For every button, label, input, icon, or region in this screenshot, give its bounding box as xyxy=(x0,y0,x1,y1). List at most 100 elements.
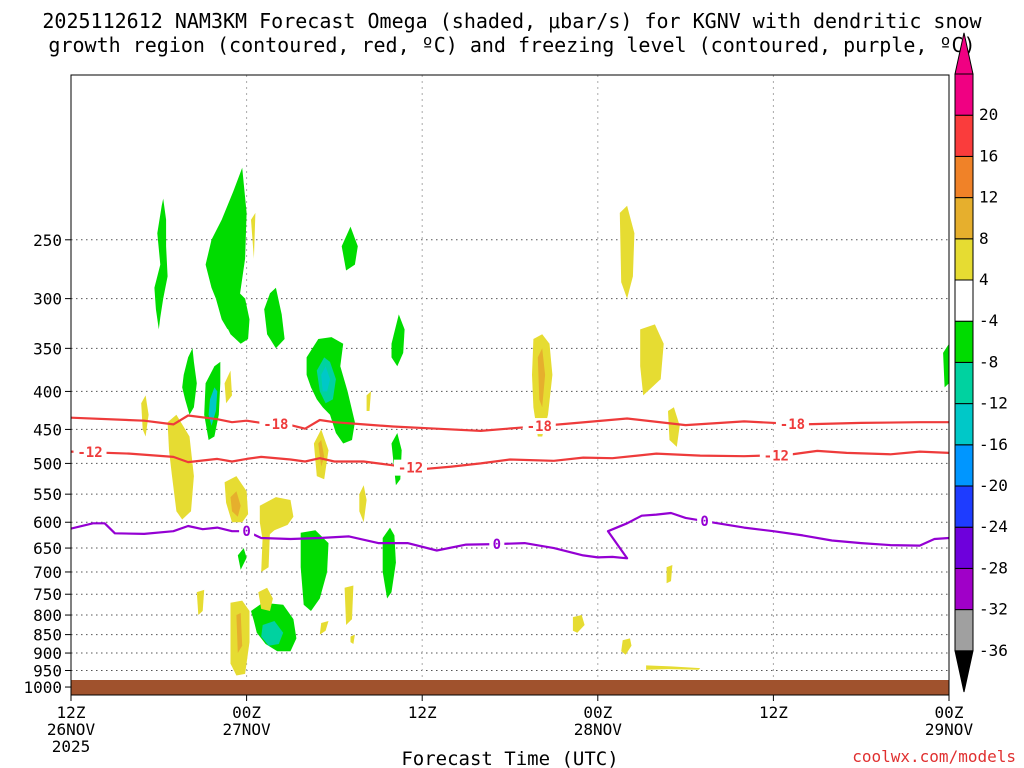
y-tick-label-750: 750 xyxy=(33,585,62,604)
dgz-minus18-contour-label-0: -18 xyxy=(263,417,288,433)
freezing-level-contour-line xyxy=(71,511,949,560)
colorbar-label--4: -4 xyxy=(979,311,998,330)
colorbar-swatch-20 xyxy=(954,73,974,116)
freezing-level-contour-label-1: 0 xyxy=(493,537,501,553)
colorbar-label-4: 4 xyxy=(979,270,989,289)
y-tick-label-300: 300 xyxy=(33,290,62,309)
y-tick-label-950: 950 xyxy=(33,661,62,680)
colorbar-swatch--16 xyxy=(954,403,974,446)
omega-region-23 xyxy=(259,497,294,541)
dgz-minus18-contour-label-2: -18 xyxy=(780,417,805,433)
y-tick-label-600: 600 xyxy=(33,513,62,532)
colorbar-swatch-4 xyxy=(954,238,974,281)
title-line-1: 2025112612 NAM3KM Forecast Omega (shaded… xyxy=(42,9,982,33)
colorbar-label-12: 12 xyxy=(979,188,998,207)
y-tick-label-400: 400 xyxy=(33,382,62,401)
omega-region-5 xyxy=(208,387,218,426)
freezing-level-contour-label-0: 0 xyxy=(242,524,250,540)
colorbar-swatch--36 xyxy=(954,609,974,652)
colorbar-swatch--24 xyxy=(954,485,974,528)
omega-region-0 xyxy=(154,198,168,330)
omega-region-43 xyxy=(572,615,585,633)
ground-surface xyxy=(71,680,949,695)
temperature-contours: -18 -18 -18 -12 -12 -12 0 0 0 xyxy=(71,414,949,560)
omega-region-2 xyxy=(220,289,250,344)
omega-region-6 xyxy=(264,287,285,349)
omega-region-12 xyxy=(391,433,402,486)
colorbar-label--32: -32 xyxy=(979,600,1008,619)
y-tick-label-450: 450 xyxy=(33,420,62,439)
omega-region-15 xyxy=(237,548,247,570)
omega-region-45 xyxy=(646,665,701,670)
dgz-minus12-contour-line xyxy=(71,449,949,471)
y-tick-label-1000: 1000 xyxy=(23,678,62,697)
colorbar-swatch-12 xyxy=(954,155,974,199)
omega-region-9 xyxy=(321,366,330,392)
omega-region-19 xyxy=(141,395,149,437)
x-tick-label-0-1: 12Z xyxy=(57,703,86,722)
x-tick-label-0-2: 26NOV xyxy=(47,720,96,739)
omega-region-40 xyxy=(619,205,635,299)
omega-region-28 xyxy=(224,370,232,404)
colorbar-label-8: 8 xyxy=(979,229,989,248)
y-tick-label-900: 900 xyxy=(33,644,62,663)
omega-region-32 xyxy=(236,613,243,653)
omega-region-41 xyxy=(640,324,664,396)
dgz-minus12-contour-label-2: -12 xyxy=(764,448,789,464)
omega-shading xyxy=(141,167,949,676)
omega-region-20 xyxy=(167,414,194,520)
colorbar-label--36: -36 xyxy=(979,641,1008,660)
dgz-minus18-contour-line xyxy=(71,414,949,432)
omega-region-35 xyxy=(319,621,329,635)
omega-region-14 xyxy=(300,530,329,611)
colorbar: -36 -32 -28 -24 -20 -16 -12 -8 -4 4 8 12 16 20 xyxy=(954,32,1008,693)
omega-region-34 xyxy=(344,585,354,625)
y-tick-label-550: 550 xyxy=(33,485,62,504)
dgz-minus12-contour-label-1: -12 xyxy=(398,461,423,477)
colorbar-swatch--8 xyxy=(954,320,974,363)
x-tick-label-24-1: 12Z xyxy=(408,703,437,722)
x-tick-label-36-1: 00Z xyxy=(583,703,612,722)
colorbar-label-20: 20 xyxy=(979,105,998,124)
omega-region-10 xyxy=(341,226,358,271)
y-tick-label-650: 650 xyxy=(33,539,62,558)
dgz-minus12-contour-label-bg-1 xyxy=(393,459,427,476)
freezing-level-contour-label-bg-1 xyxy=(489,536,505,553)
omega-region-29 xyxy=(251,212,256,259)
y-tick-label-800: 800 xyxy=(33,606,62,625)
omega-region-39 xyxy=(537,348,546,408)
colorbar-swatch-16 xyxy=(954,114,974,157)
colorbar-swatch--28 xyxy=(954,526,974,569)
dgz-minus12-contour-label-bg-0 xyxy=(73,444,107,461)
omega-region-36 xyxy=(350,634,355,644)
dgz-minus18-contour-label-1: -18 xyxy=(527,419,552,435)
y-tick-label-250: 250 xyxy=(33,231,62,250)
omega-region-17 xyxy=(261,621,284,646)
colorbar-swatch--4 xyxy=(954,279,974,322)
dgz-minus12-contour-label-bg-2 xyxy=(759,447,793,464)
freezing-level-contour-label-bg-2 xyxy=(697,513,713,530)
y-tick-label-500: 500 xyxy=(33,454,62,473)
y-axis: 2503003504004505005506006507007508008509… xyxy=(23,231,71,697)
omega-region-24 xyxy=(261,530,270,572)
freezing-level-contour-label-2: 0 xyxy=(700,514,708,530)
omega-region-22 xyxy=(230,491,241,517)
colorbar-label--24: -24 xyxy=(979,517,1008,536)
omega-region-33 xyxy=(258,587,273,611)
y-tick-label-350: 350 xyxy=(33,339,62,358)
omega-region-30 xyxy=(196,589,205,615)
x-tick-label-60-1: 00Z xyxy=(935,703,964,722)
colorbar-swatch-above xyxy=(954,32,974,75)
colorbar-label--20: -20 xyxy=(979,476,1008,495)
omega-region-37 xyxy=(366,391,371,411)
omega-region-27 xyxy=(359,485,367,523)
title-line-2: growth region (contoured, red, ºC) and f… xyxy=(48,33,975,57)
colorbar-swatch--20 xyxy=(954,444,974,487)
colorbar-swatch-8 xyxy=(954,197,974,240)
omega-region-1 xyxy=(205,167,247,330)
site-credit[interactable]: coolwx.com/models xyxy=(852,747,1016,766)
omega-region-46 xyxy=(666,565,673,584)
omega-region-3 xyxy=(182,348,197,415)
